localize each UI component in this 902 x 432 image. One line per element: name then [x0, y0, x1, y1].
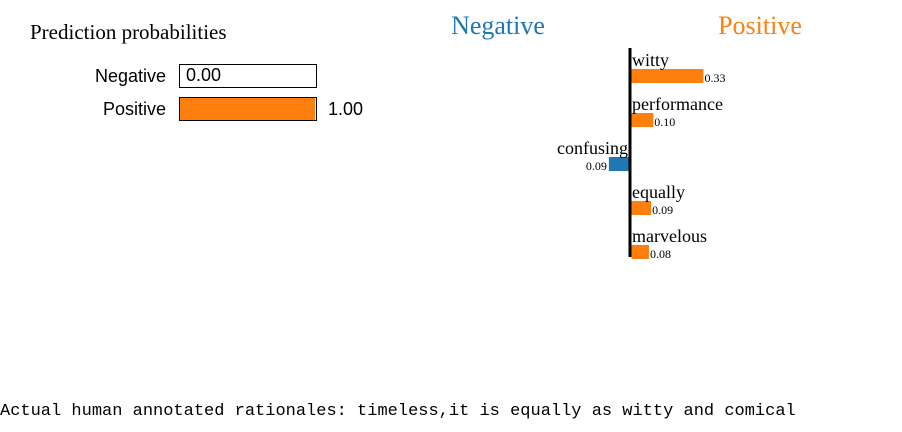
feature-value-confusing: 0.09 [586, 159, 607, 173]
feature-label-marvelous: marvelous [632, 226, 707, 246]
prediction-fill-positive [180, 98, 315, 120]
feature-value-marvelous: 0.08 [650, 247, 671, 261]
prediction-title: Prediction probabilities [30, 20, 227, 44]
positive-class-title: Positive [718, 11, 802, 40]
prediction-row-positive: Positive 1.00 [0, 97, 420, 125]
prediction-bar-positive [179, 97, 317, 121]
prediction-value-positive: 1.00 [328, 99, 364, 119]
feature-value-equally: 0.09 [652, 203, 673, 217]
feature-value-performance: 0.10 [654, 115, 675, 129]
feature-value-witty: 0.33 [704, 71, 725, 85]
feature-bar-equally [631, 201, 652, 215]
prediction-value-negative: 0.00 [186, 65, 222, 85]
prediction-bar-negative: 0.00 [179, 64, 317, 88]
feature-bars: witty0.33performance0.10confusing0.09equ… [557, 50, 725, 261]
feature-label-witty: witty [632, 50, 669, 70]
feature-bar-witty [631, 69, 704, 83]
prediction-probabilities: Prediction probabilities Negative 0.00 P… [0, 0, 420, 140]
feature-label-equally: equally [632, 182, 685, 202]
feature-bar-performance [631, 113, 654, 127]
feature-bar-confusing [608, 157, 629, 171]
negative-class-title: Negative [451, 11, 545, 40]
feature-bar-marvelous [631, 245, 649, 259]
feature-weights-chart: Negative Positive witty0.33performance0.… [451, 11, 802, 261]
human-rationale-text: Actual human annotated rationales: timel… [0, 402, 796, 421]
prediction-row-negative: Negative 0.00 [0, 64, 420, 92]
feature-label-performance: performance [632, 94, 723, 114]
prediction-label-positive: Positive [102, 99, 166, 119]
prediction-label-negative: Negative [94, 66, 166, 86]
feature-label-confusing: confusing [557, 138, 628, 158]
